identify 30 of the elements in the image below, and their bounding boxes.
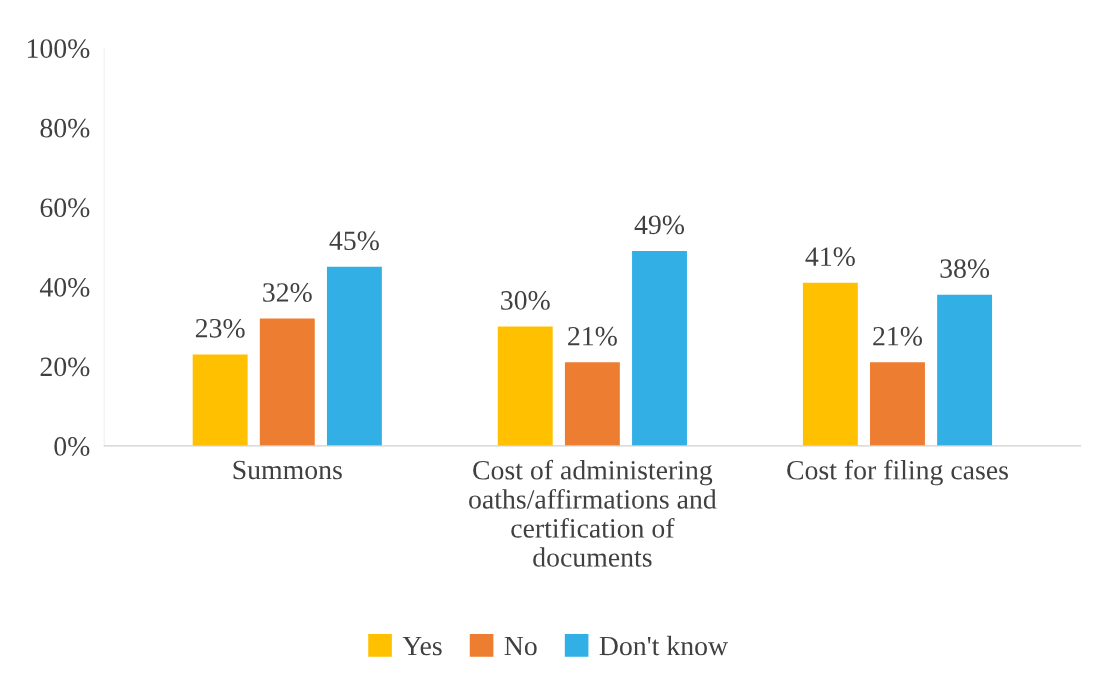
bar: [564, 362, 620, 446]
bar: [870, 362, 925, 446]
y-tick-label: 100%: [27, 39, 90, 59]
text: 21%: [873, 326, 922, 346]
x-tick-label: Cost of administering oaths/affirmations and certification of documents: [469, 459, 717, 567]
legend-label: No: [504, 636, 537, 656]
text: 38%: [940, 259, 990, 279]
bar: [259, 318, 315, 446]
y-tick-label: 60%: [40, 198, 90, 218]
y-tick-label: 80%: [40, 118, 90, 138]
bar: [497, 326, 553, 446]
y-tick-label: 40%: [39, 277, 90, 297]
legend-label: Yes: [402, 636, 442, 656]
bar: [937, 294, 993, 446]
text: 49%: [634, 215, 685, 235]
text: 23%: [195, 318, 245, 338]
text: 41%: [805, 247, 855, 267]
text: 45%: [329, 231, 379, 251]
y-tick-label: 20%: [40, 357, 90, 377]
bar: [802, 282, 858, 446]
x-tick-label: Cost for filing cases: [787, 459, 1008, 486]
x-tick-label: Summons: [233, 460, 342, 480]
text: 30%: [501, 291, 550, 310]
bar: [192, 354, 248, 446]
y-tick-label: 0%: [54, 437, 90, 456]
text: 32%: [263, 283, 312, 302]
legend-label: Don't know: [599, 635, 728, 656]
bar: [326, 266, 382, 446]
bar: [632, 250, 687, 446]
text: 21%: [568, 326, 617, 346]
